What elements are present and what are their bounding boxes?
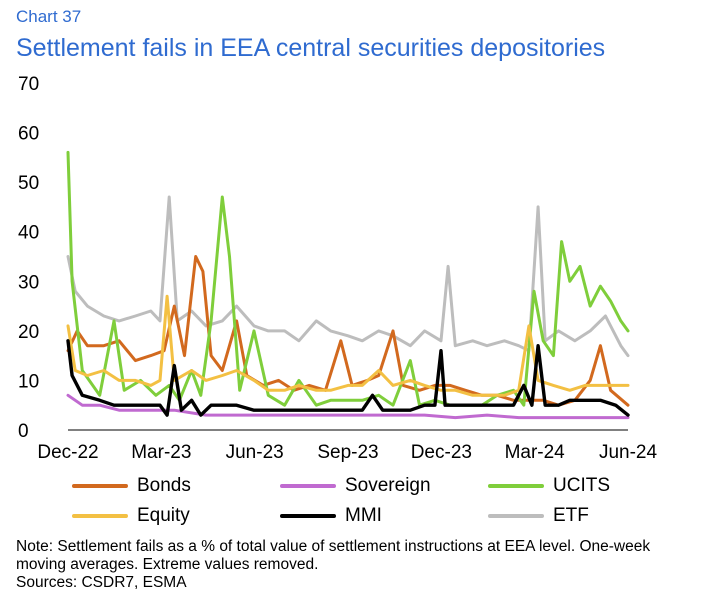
series-line-equity (66, 294, 630, 397)
y-axis-ticks: 0 10 20 30 40 50 60 70 (18, 74, 39, 442)
series-line-sovereign (66, 393, 630, 420)
chart-title: Settlement fails in EEA central securiti… (16, 34, 606, 62)
legend-item-etf: ETF (488, 501, 589, 531)
legend-item-bonds: Bonds (72, 471, 191, 501)
x-tick-label: Sep-23 (317, 442, 378, 463)
legend: Bonds Sovereign UCITS Equity MMI ETF (0, 468, 708, 538)
legend-swatch (72, 484, 128, 488)
legend-swatch (488, 514, 544, 518)
legend-label: ETF (553, 505, 589, 526)
sources-text: Sources: CSDR7, ESMA (16, 574, 187, 591)
line-chart: 0 10 20 30 40 50 60 70 Dec-22 Mar-23 Jun-23 Sep-23… (18, 74, 657, 463)
legend-item-ucits: UCITS (488, 471, 610, 501)
note-text: Note: Settlement fails as a % of total v… (16, 538, 651, 573)
series-line-mmi (66, 339, 630, 417)
legend-swatch (280, 514, 336, 518)
y-tick-label: 60 (18, 124, 39, 145)
legend-label: Sovereign (345, 475, 431, 496)
x-axis-ticks: Dec-22 Mar-23 Jun-23 Sep-23 Dec-23 Mar-24 Jun-… (37, 442, 657, 463)
series-line-ucits (66, 150, 630, 407)
x-tick-label: Dec-22 (37, 442, 98, 463)
legend-label: UCITS (553, 475, 610, 496)
x-tick-label: Mar-23 (131, 442, 191, 463)
series-line-etf (66, 195, 630, 358)
y-tick-label: 20 (18, 322, 39, 343)
y-tick-label: 70 (18, 74, 39, 95)
legend-item-mmi: MMI (280, 501, 382, 531)
series-lines (66, 150, 630, 420)
legend-swatch (488, 484, 544, 488)
chart-note: Note: Settlement fails as a % of total v… (16, 538, 696, 592)
y-tick-label: 30 (18, 272, 39, 293)
legend-label: Equity (137, 505, 190, 526)
legend-label: Bonds (137, 475, 191, 496)
x-tick-label: Mar-24 (505, 442, 566, 463)
legend-item-equity: Equity (72, 501, 190, 531)
legend-item-sovereign: Sovereign (280, 471, 431, 501)
y-tick-label: 0 (18, 421, 29, 442)
x-tick-label: Dec-23 (411, 442, 472, 463)
legend-label: MMI (345, 505, 382, 526)
x-tick-label: Jun-23 (226, 442, 284, 463)
legend-swatch (72, 514, 128, 518)
legend-swatch (280, 484, 336, 488)
y-tick-label: 10 (18, 371, 39, 392)
chart-number: Chart 37 (16, 7, 82, 26)
y-tick-label: 50 (18, 173, 39, 194)
x-tick-label: Jun-24 (599, 442, 658, 463)
y-tick-label: 40 (18, 223, 39, 244)
